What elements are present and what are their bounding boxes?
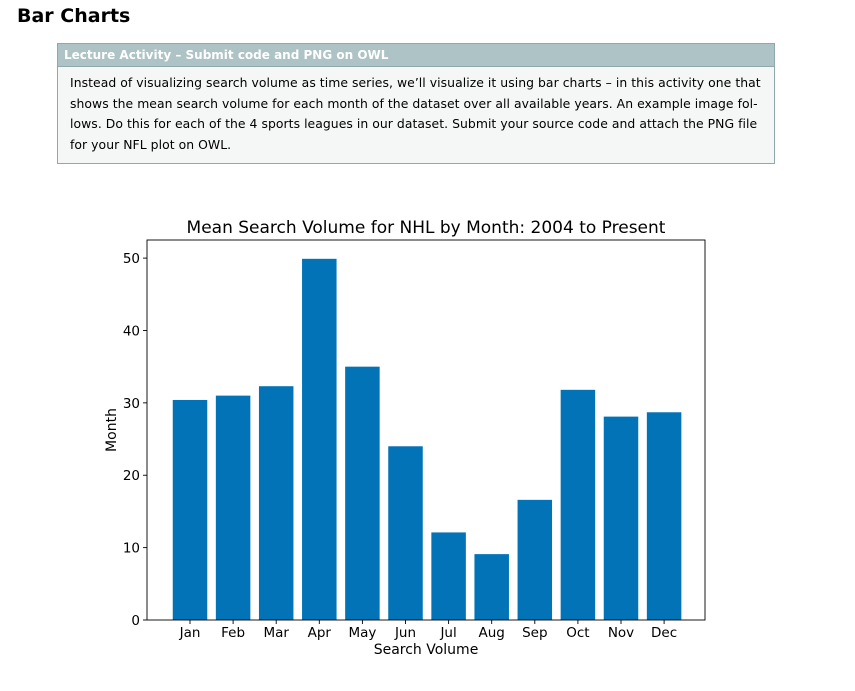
chart-title: Mean Search Volume for NHL by Month: 200… — [187, 218, 666, 238]
bar-dec — [646, 412, 682, 620]
x-tick-label: Jul — [439, 625, 456, 641]
activity-line: lows. Do this for each of the 4 sports l… — [70, 116, 758, 131]
y-axis-label: Month — [104, 408, 120, 452]
y-tick-label: 10 — [123, 541, 140, 557]
x-tick-label: Nov — [608, 625, 634, 641]
activity-line: for your NFL plot on OWL. — [70, 136, 232, 152]
bar-jul — [431, 532, 466, 620]
bar-nov — [603, 416, 639, 620]
x-axis-label: Search Volume — [374, 642, 479, 658]
bar-sep — [517, 499, 553, 620]
x-axis: Jan Feb Mar Apr May Jun Jul Aug Sep Oct Nov Dec — [179, 620, 677, 641]
x-tick-label: Jun — [394, 625, 416, 641]
bar-aug — [474, 554, 509, 620]
activity-body: Instead of visualizing search volume as … — [58, 67, 774, 155]
bar-mar — [258, 386, 294, 620]
y-tick-label: 30 — [123, 396, 140, 412]
y-tick-label: 20 — [123, 468, 140, 484]
bar-apr — [302, 258, 337, 620]
activity-header: Lecture Activity – Submit code and PNG o… — [58, 44, 774, 67]
section-title: Bar Charts — [17, 5, 131, 27]
activity-line: shows the mean search volume for each mo… — [70, 95, 758, 111]
bar-feb — [215, 395, 251, 620]
x-tick-label: Oct — [566, 625, 589, 641]
x-tick-label: Sep — [522, 625, 547, 641]
bar-may — [345, 366, 380, 620]
x-tick-label: Dec — [651, 625, 677, 641]
lecture-activity-box: Lecture Activity – Submit code and PNG o… — [57, 43, 775, 164]
activity-line: Instead of visualizing search volume as … — [70, 75, 761, 90]
bars-group — [172, 258, 682, 620]
x-tick-label: May — [348, 625, 376, 641]
bar-jun — [388, 446, 423, 620]
plot-frame — [146, 239, 706, 621]
y-tick-label: 50 — [123, 251, 140, 267]
x-tick-label: Feb — [221, 625, 245, 641]
x-tick-label: Mar — [263, 625, 289, 641]
x-tick-label: Apr — [308, 625, 332, 641]
y-tick-label: 40 — [123, 323, 140, 339]
y-axis: 0 10 20 30 40 50 — [123, 251, 147, 629]
bar-jan — [172, 399, 208, 620]
bar-oct — [560, 389, 596, 620]
y-tick-label: 0 — [131, 613, 140, 629]
x-tick-label: Aug — [479, 625, 505, 641]
x-tick-label: Jan — [179, 625, 201, 641]
